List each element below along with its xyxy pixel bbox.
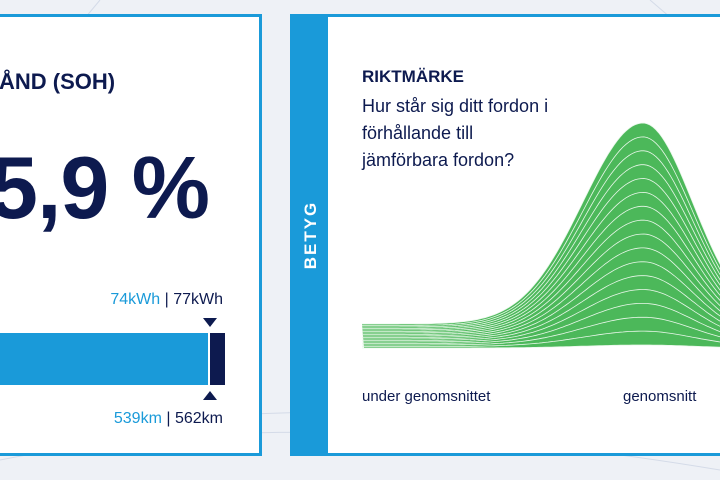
capacity-current: 74kWh xyxy=(110,291,161,308)
curve-layer xyxy=(362,275,720,341)
range-current: 539km xyxy=(113,410,162,427)
curve-layer xyxy=(362,164,720,329)
curve-layer xyxy=(362,330,720,347)
capacity-row: 74kWh | 77kWh xyxy=(110,291,223,309)
tab: BETYG xyxy=(293,17,328,453)
curve-layer xyxy=(362,247,720,338)
curve-layer xyxy=(362,150,720,328)
question-line: Hur står sig ditt fordon i xyxy=(362,96,549,116)
marker-down xyxy=(203,318,217,327)
curve-layer xyxy=(362,122,720,325)
title: RIKTMÄRKE xyxy=(362,67,464,86)
bar-fill xyxy=(0,333,208,385)
axis-label: under genomsnittet xyxy=(362,388,491,405)
curve-layer xyxy=(362,219,720,335)
marker-up xyxy=(203,391,217,400)
range-row: 539km | 562km xyxy=(114,410,223,428)
curve-layer xyxy=(362,303,720,344)
curve-layer xyxy=(362,136,720,326)
curve-layer xyxy=(362,289,720,343)
curve-layer xyxy=(362,123,720,348)
capacity-original: 77kWh xyxy=(173,291,223,308)
soh-bar xyxy=(0,318,225,400)
range-original: 562km xyxy=(174,410,223,427)
separator: | xyxy=(166,410,171,427)
separator: | xyxy=(164,291,169,308)
big-value: 5,9 % xyxy=(0,138,210,237)
question-line: jämförbara fordon? xyxy=(362,150,515,170)
curve-layer xyxy=(362,205,720,334)
soh-panel: ÅND (SOH) 5,9 % 74kWh | 77kWh 539km | 56… xyxy=(0,14,262,456)
bar-end xyxy=(210,333,225,385)
question: Hur står sig ditt fordon i förhållande ti… xyxy=(362,93,548,174)
heading: ÅND (SOH) xyxy=(0,69,116,94)
question-line: förhållande till xyxy=(362,123,474,143)
curve-layer xyxy=(362,344,720,349)
axis-label: genomsnitt xyxy=(623,388,697,405)
curve-layer xyxy=(362,316,720,346)
curve-layer xyxy=(362,191,720,332)
curve-layer xyxy=(362,233,720,337)
distribution-graphic xyxy=(362,122,720,349)
benchmark-panel: BETYG RIKTMÄRKE Hur står sig ditt fordon… xyxy=(290,14,720,456)
curve-layer xyxy=(362,178,720,331)
curve-layer xyxy=(362,261,720,340)
